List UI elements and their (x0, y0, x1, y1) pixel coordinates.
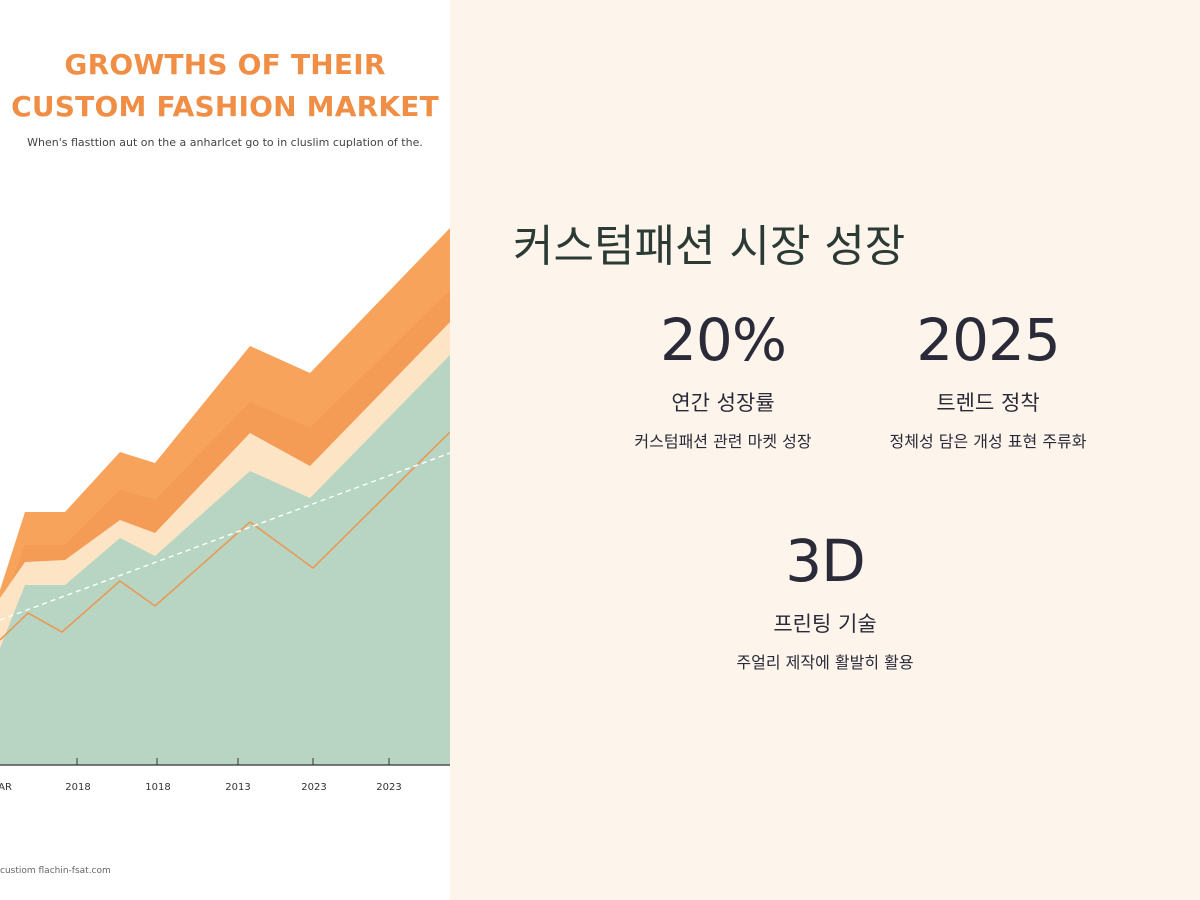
stat-value: 3D (785, 527, 866, 595)
infographic-source: custiom flachin-fsat.com (0, 866, 111, 876)
x-tick-label: 2013 (225, 782, 250, 793)
x-tick-label: 2023 (376, 782, 401, 793)
stat-value: 2025 (916, 306, 1061, 374)
infographic-title-line1: GROWTHS OF THEIR (64, 48, 386, 81)
x-tick-label: 1018 (145, 782, 170, 793)
green-area (0, 355, 450, 765)
stat-label: 프린팅 기술 (773, 612, 877, 636)
content-panel: 커스텀패션 시장 성장 20% 연간 성장률 커스텀패션 관련 마켓 성장 20… (450, 0, 1200, 900)
growth-area-chart: AR 2018 1018 2013 2023 2023 (0, 228, 450, 793)
stat-description: 정체성 담은 개성 표현 주류화 (889, 432, 1087, 451)
stat-annual-growth: 20% 연간 성장률 커스텀패션 관련 마켓 성장 (563, 306, 883, 454)
page-title: 커스텀패션 시장 성장 (513, 221, 906, 272)
stat-description: 커스텀패션 관련 마켓 성장 (634, 432, 812, 451)
trend-line (0, 431, 450, 641)
infographic-subtitle: When's flasttion aut on the a anharlcet … (27, 136, 423, 149)
infographic-title-line2: CUSTOM FASHION MARKET (11, 90, 439, 123)
x-tick-label: 2023 (301, 782, 326, 793)
dashed-trend-line (0, 452, 450, 621)
x-tick-label: 2018 (65, 782, 90, 793)
stat-trend-2025: 2025 트렌드 정착 정체성 담은 개성 표현 주류화 (828, 306, 1148, 454)
stat-value: 20% (660, 306, 787, 374)
market-growth-infographic: AR 2018 1018 2013 2023 2023 GROWTHS OF T… (0, 0, 450, 900)
stat-label: 연간 성장률 (671, 391, 775, 415)
stat-3d-printing: 3D 프린팅 기술 주얼리 제작에 활발히 활용 (665, 527, 985, 675)
infographic-title: GROWTHS OF THEIR CUSTOM FASHION MARKET (0, 44, 450, 128)
stat-description: 주얼리 제작에 활발히 활용 (736, 653, 914, 672)
stat-label: 트렌드 정착 (936, 391, 1040, 415)
x-tick-label: AR (0, 782, 12, 793)
